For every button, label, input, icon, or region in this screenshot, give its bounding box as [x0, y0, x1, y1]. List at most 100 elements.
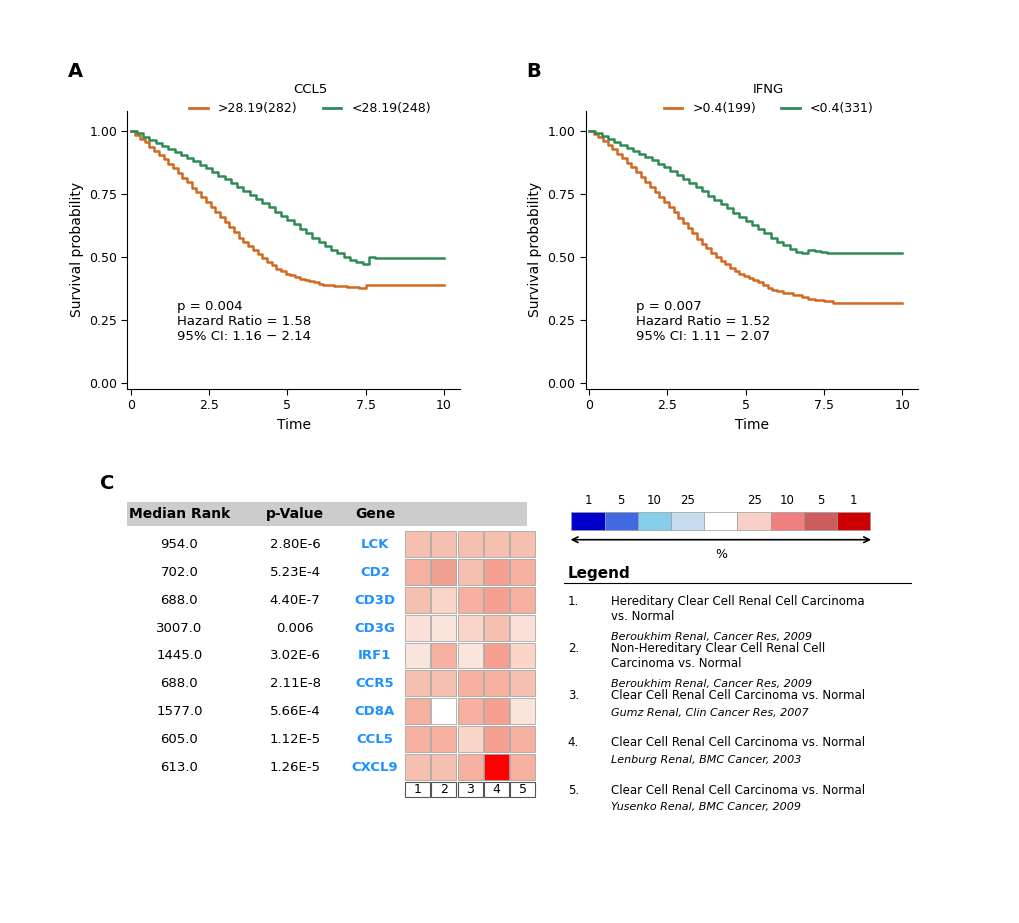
Bar: [405, 587, 430, 613]
Text: 2.11E-8: 2.11E-8: [269, 677, 320, 690]
Bar: [458, 615, 482, 641]
Text: 3: 3: [466, 783, 474, 796]
Text: Clear Cell Renal Cell Carcinoma vs. Normal: Clear Cell Renal Cell Carcinoma vs. Norm…: [610, 689, 864, 702]
Text: 4: 4: [492, 783, 500, 796]
Bar: [483, 782, 508, 797]
Bar: [458, 559, 482, 585]
Text: 5.: 5.: [568, 784, 579, 797]
X-axis label: Time: Time: [735, 417, 768, 432]
Text: Gene: Gene: [355, 507, 394, 521]
Bar: [405, 726, 430, 752]
Text: Lenburg Renal, BMC Cancer, 2003: Lenburg Renal, BMC Cancer, 2003: [610, 755, 801, 765]
Bar: [458, 726, 482, 752]
Bar: [737, 511, 770, 530]
Legend: >0.4(199), <0.4(331): >0.4(199), <0.4(331): [658, 78, 877, 120]
Bar: [483, 559, 508, 585]
Bar: [405, 670, 430, 696]
Bar: [431, 754, 455, 780]
Bar: [458, 754, 482, 780]
Bar: [671, 511, 703, 530]
Text: 1: 1: [413, 783, 421, 796]
Bar: [483, 642, 508, 668]
Bar: [431, 559, 455, 585]
Text: 0.006: 0.006: [276, 621, 314, 634]
Text: Clear Cell Renal Cell Carcinoma vs. Normal: Clear Cell Renal Cell Carcinoma vs. Norm…: [610, 737, 864, 749]
Bar: [803, 511, 837, 530]
Text: 1.: 1.: [568, 594, 579, 607]
Bar: [431, 670, 455, 696]
Text: 688.0: 688.0: [160, 593, 198, 606]
Text: 4.40E-7: 4.40E-7: [269, 593, 320, 606]
Bar: [703, 511, 737, 530]
Text: CD2: CD2: [360, 566, 389, 579]
Text: 2: 2: [439, 783, 447, 796]
Text: 2.: 2.: [568, 641, 579, 655]
Bar: [431, 782, 455, 797]
Bar: [510, 782, 535, 797]
Bar: [483, 670, 508, 696]
Bar: [483, 754, 508, 780]
Bar: [510, 615, 535, 641]
Text: Clear Cell Renal Cell Carcinoma vs. Normal: Clear Cell Renal Cell Carcinoma vs. Norm…: [610, 784, 864, 797]
Y-axis label: Survival probability: Survival probability: [69, 182, 84, 318]
Bar: [483, 615, 508, 641]
Bar: [458, 670, 482, 696]
Bar: [483, 726, 508, 752]
Text: IRF1: IRF1: [358, 650, 391, 663]
Bar: [127, 502, 526, 526]
Bar: [510, 754, 535, 780]
Bar: [483, 587, 508, 613]
Bar: [431, 532, 455, 557]
Bar: [571, 511, 604, 530]
Text: 1: 1: [584, 494, 591, 507]
Text: Beroukhim Renal, Cancer Res, 2009: Beroukhim Renal, Cancer Res, 2009: [610, 631, 811, 641]
Text: Yusenko Renal, BMC Cancer, 2009: Yusenko Renal, BMC Cancer, 2009: [610, 802, 800, 812]
Bar: [510, 587, 535, 613]
Text: A: A: [67, 63, 83, 81]
Bar: [431, 615, 455, 641]
Text: LCK: LCK: [361, 538, 388, 551]
Bar: [637, 511, 671, 530]
Bar: [770, 511, 803, 530]
Text: CD8A: CD8A: [355, 705, 394, 718]
Bar: [431, 587, 455, 613]
Text: 1445.0: 1445.0: [156, 650, 203, 663]
Bar: [837, 511, 869, 530]
Bar: [510, 698, 535, 724]
Text: p-Value: p-Value: [266, 507, 324, 521]
Bar: [405, 615, 430, 641]
Text: %: %: [714, 547, 727, 560]
Text: Hereditary Clear Cell Renal Cell Carcinoma
vs. Normal: Hereditary Clear Cell Renal Cell Carcino…: [610, 594, 864, 623]
Bar: [604, 511, 637, 530]
Legend: >28.19(282), <28.19(248): >28.19(282), <28.19(248): [184, 78, 436, 120]
X-axis label: Time: Time: [276, 417, 310, 432]
Text: 5: 5: [816, 494, 823, 507]
Bar: [405, 642, 430, 668]
Text: 1577.0: 1577.0: [156, 705, 203, 718]
Bar: [458, 587, 482, 613]
Bar: [405, 698, 430, 724]
Bar: [431, 642, 455, 668]
Text: Median Rank: Median Rank: [128, 507, 229, 521]
Text: 10: 10: [780, 494, 794, 507]
Text: CD3D: CD3D: [354, 593, 395, 606]
Bar: [405, 532, 430, 557]
Text: 954.0: 954.0: [160, 538, 198, 551]
Text: Legend: Legend: [568, 566, 630, 581]
Text: 25: 25: [746, 494, 761, 507]
Bar: [431, 698, 455, 724]
Text: p = 0.007
Hazard Ratio = 1.52
95% CI: 1.11 − 2.07: p = 0.007 Hazard Ratio = 1.52 95% CI: 1.…: [635, 300, 769, 342]
Text: 1.26E-5: 1.26E-5: [269, 761, 320, 773]
Text: CCR5: CCR5: [356, 677, 393, 690]
Text: 1: 1: [849, 494, 857, 507]
Text: 2.80E-6: 2.80E-6: [269, 538, 320, 551]
Text: Beroukhim Renal, Cancer Res, 2009: Beroukhim Renal, Cancer Res, 2009: [610, 679, 811, 689]
Text: 605.0: 605.0: [160, 733, 198, 746]
Bar: [510, 642, 535, 668]
Bar: [405, 782, 430, 797]
Bar: [510, 559, 535, 585]
Text: 4.: 4.: [568, 737, 579, 749]
Text: Gumz Renal, Clin Cancer Res, 2007: Gumz Renal, Clin Cancer Res, 2007: [610, 708, 808, 718]
Text: 5: 5: [519, 783, 526, 796]
Text: CD3G: CD3G: [355, 621, 395, 634]
